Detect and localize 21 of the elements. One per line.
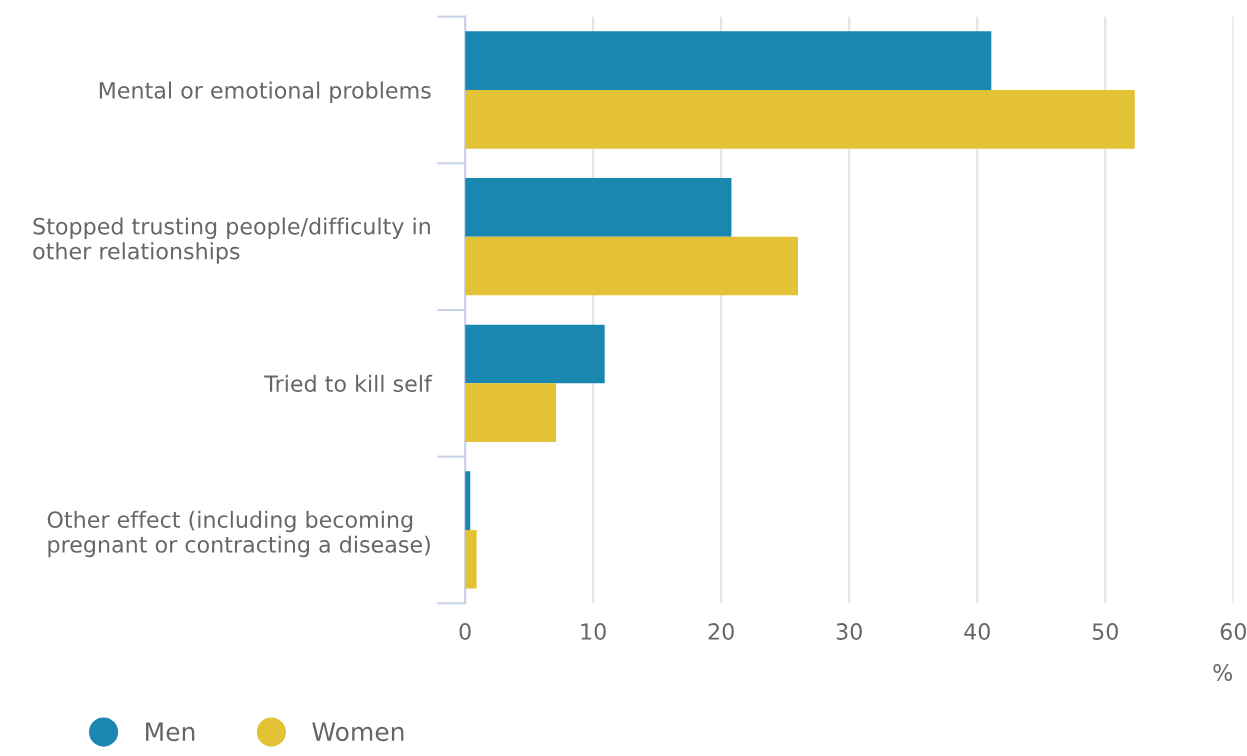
x-tick-label: 30 [836, 623, 862, 640]
x-tick-label: 10 [581, 623, 606, 640]
x-tick-label: 20 [708, 623, 734, 640]
bar [465, 529, 477, 589]
x-axis-title: % [1213, 664, 1233, 681]
x-tick-label: 50 [1092, 623, 1118, 640]
bar [465, 31, 992, 90]
y-tick-label: Mental or emotional problems [99, 81, 431, 104]
bar [465, 177, 732, 237]
legend-label: Women [312, 722, 404, 742]
x-tick-label: 0 [459, 623, 471, 640]
y-tick-label: Stopped trusting people/difficulty in other relationships [33, 217, 430, 264]
x-tick-label: 60 [1220, 623, 1246, 640]
y-tick-label: Tried to kill self [264, 374, 433, 393]
bar [465, 383, 557, 442]
y-tick-label: Other effect (including becoming pregnant or contracting a disease) [47, 510, 430, 558]
bar [465, 89, 1135, 149]
bar [465, 324, 605, 384]
bar [465, 236, 798, 296]
x-tick-label: 40 [964, 623, 990, 640]
legend-label: Men [146, 722, 195, 742]
